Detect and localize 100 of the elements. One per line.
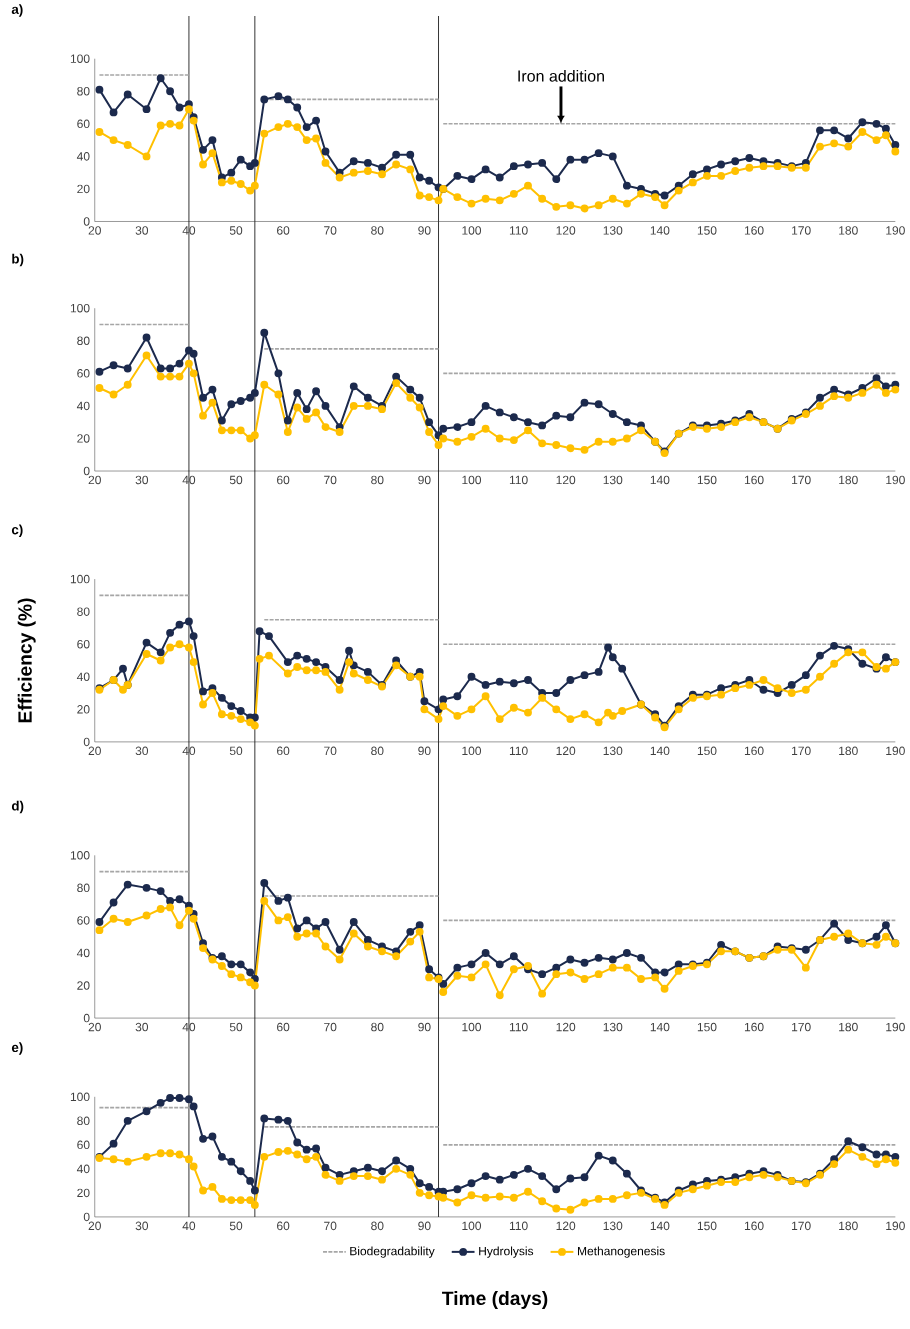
x-tick-label: 80 bbox=[371, 1221, 384, 1231]
x-tick-label: 160 bbox=[744, 1022, 764, 1032]
y-tick-label: 80 bbox=[77, 607, 90, 616]
x-tick-label: 160 bbox=[744, 226, 764, 235]
legend-label: Hydrolysis bbox=[479, 1246, 534, 1258]
y-tick-label: 40 bbox=[76, 401, 90, 411]
x-tick-label: 100 bbox=[462, 1022, 482, 1032]
x-tick-label: 50 bbox=[229, 746, 243, 756]
annotation: Iron addition bbox=[518, 70, 604, 82]
y-tick-label: 0 bbox=[83, 1013, 90, 1023]
x-tick-label: 120 bbox=[556, 226, 576, 235]
x-tick-label: 170 bbox=[792, 746, 811, 756]
x-tick-label: 120 bbox=[556, 746, 576, 756]
y-tick-label: 0 bbox=[83, 217, 90, 226]
x-tick-label: 60 bbox=[277, 1221, 290, 1231]
x-tick-label: 60 bbox=[277, 226, 290, 235]
x-tick-label: 30 bbox=[135, 226, 149, 235]
x-tick-label: 30 bbox=[135, 1221, 149, 1231]
x-tick-label: 50 bbox=[229, 1022, 243, 1032]
x-tick-label: 110 bbox=[509, 475, 528, 485]
y-tick-label: 0 bbox=[83, 737, 90, 747]
y-tick-label: 60 bbox=[77, 916, 90, 925]
x-tick-label: 100 bbox=[462, 475, 482, 485]
x-tick-label: 150 bbox=[697, 1221, 717, 1231]
x-tick-label: 120 bbox=[556, 1221, 576, 1231]
x-tick-label: 170 bbox=[792, 1022, 811, 1032]
y-tick-label: 20 bbox=[77, 184, 90, 194]
y-tick-label: 60 bbox=[77, 369, 90, 378]
x-tick-label: 160 bbox=[744, 1221, 764, 1231]
y-tick-label: 100 bbox=[70, 1092, 90, 1102]
x-tick-label: 180 bbox=[839, 1022, 858, 1032]
x-tick-label: 130 bbox=[603, 475, 623, 485]
x-tick-label: 50 bbox=[229, 226, 243, 235]
x-tick-label: 80 bbox=[371, 746, 384, 756]
legend-label: Methanogenesis bbox=[578, 1246, 665, 1258]
x-tick-label: 150 bbox=[697, 226, 717, 235]
x-tick-label: 80 bbox=[371, 475, 384, 485]
chart-title: d) bbox=[11, 800, 24, 814]
y-tick-label: 40 bbox=[76, 948, 90, 958]
y-tick-label: 20 bbox=[77, 434, 90, 443]
x-tick-label: 130 bbox=[603, 1022, 623, 1032]
x-tick-label: 100 bbox=[462, 226, 482, 235]
x-tick-label: 190 bbox=[886, 226, 905, 235]
x-tick-label: 170 bbox=[792, 1221, 811, 1231]
x-tick-label: 150 bbox=[697, 746, 717, 756]
y-tick-label: 20 bbox=[77, 705, 90, 714]
y-tick-label: 80 bbox=[77, 87, 90, 96]
x-tick-label: 180 bbox=[839, 226, 858, 235]
x-tick-label: 90 bbox=[418, 1022, 431, 1032]
y-tick-label: 20 bbox=[77, 981, 90, 990]
x-tick-label: 30 bbox=[135, 1022, 149, 1032]
x-tick-label: 30 bbox=[135, 475, 149, 485]
x-tick-label: 140 bbox=[650, 226, 670, 235]
x-tick-label: 140 bbox=[650, 1221, 670, 1231]
x-tick-label: 90 bbox=[418, 1221, 431, 1231]
x-tick-label: 50 bbox=[229, 475, 243, 485]
chart-title: c) bbox=[11, 524, 23, 538]
x-tick-label: 170 bbox=[792, 475, 811, 485]
x-tick-label: 160 bbox=[744, 475, 764, 485]
x-tick-label: 90 bbox=[418, 746, 431, 756]
x-tick-label: 190 bbox=[886, 1221, 905, 1231]
chart-title: a) bbox=[11, 4, 23, 17]
x-tick-label: 130 bbox=[603, 226, 623, 235]
chart-title: b) bbox=[12, 253, 24, 267]
x-tick-label: 190 bbox=[886, 1022, 905, 1032]
x-tick-label: 80 bbox=[371, 1022, 384, 1032]
x-tick-label: 70 bbox=[324, 1221, 337, 1231]
x-tick-label: 140 bbox=[650, 746, 670, 756]
y-tick-label: 60 bbox=[77, 1140, 90, 1150]
x-tick-label: 190 bbox=[886, 475, 905, 485]
chart-title: e) bbox=[11, 1042, 23, 1055]
x-tick-label: 110 bbox=[509, 1022, 528, 1032]
x-tick-label: 110 bbox=[509, 746, 528, 756]
x-tick-label: 70 bbox=[324, 746, 337, 756]
x-tick-label: 80 bbox=[371, 226, 384, 235]
y-tick-label: 80 bbox=[77, 336, 90, 346]
y-tick-label: 80 bbox=[77, 883, 90, 893]
x-tick-label: 160 bbox=[744, 746, 764, 756]
y-tick-label: 40 bbox=[76, 672, 90, 682]
y-axis-title: Efficiency (%) bbox=[17, 598, 36, 723]
legend-label: Biodegradability bbox=[350, 1246, 435, 1258]
y-tick-label: 40 bbox=[76, 152, 90, 161]
x-tick-label: 60 bbox=[277, 475, 290, 485]
x-tick-label: 110 bbox=[509, 1221, 528, 1231]
y-tick-label: 80 bbox=[77, 1116, 90, 1126]
x-tick-label: 110 bbox=[509, 226, 528, 235]
x-tick-label: 70 bbox=[324, 475, 337, 485]
x-tick-label: 60 bbox=[277, 746, 290, 756]
x-tick-label: 130 bbox=[603, 1221, 623, 1231]
x-tick-label: 120 bbox=[556, 475, 576, 485]
x-tick-label: 60 bbox=[277, 1022, 290, 1032]
y-tick-label: 40 bbox=[76, 1164, 90, 1174]
y-tick-label: 20 bbox=[77, 1188, 90, 1198]
y-tick-label: 100 bbox=[70, 574, 90, 584]
y-tick-label: 0 bbox=[83, 466, 90, 476]
y-tick-label: 100 bbox=[70, 851, 90, 860]
x-tick-label: 70 bbox=[324, 1022, 337, 1032]
x-tick-label: 130 bbox=[603, 746, 623, 756]
x-tick-label: 120 bbox=[556, 1022, 576, 1032]
x-tick-label: 180 bbox=[839, 1221, 858, 1231]
